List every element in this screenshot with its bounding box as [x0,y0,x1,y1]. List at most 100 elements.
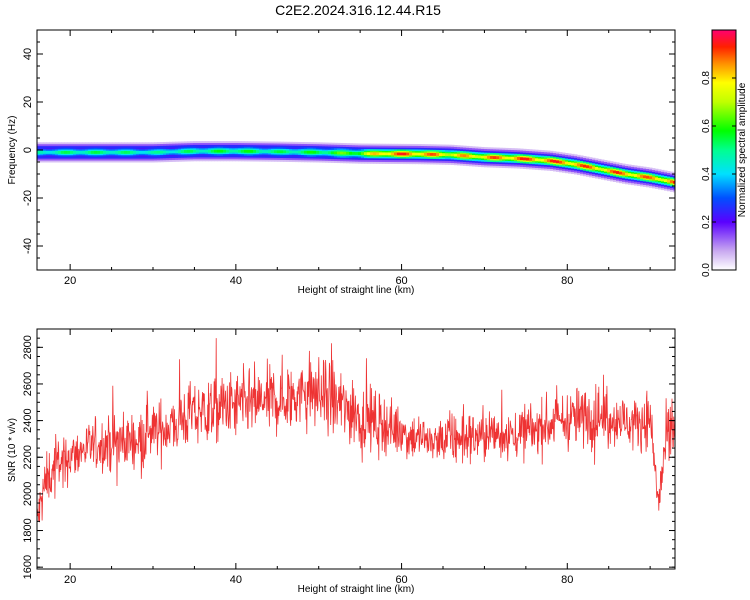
heatmap-cell [493,156,497,160]
snr-series-line [37,338,675,523]
heatmap-cell [445,153,449,157]
heatmap-cell [637,174,641,178]
heatmap-cell [130,150,134,154]
heatmap-cell [235,149,239,153]
colorbar: 0.0 0.2 0.4 0.6 0.8 Normalized spectral ampl… [701,29,748,277]
heatmap-cell [121,150,125,154]
heatmap-cell [91,150,95,154]
heatmap-cell [364,152,368,156]
heatmap-cell [145,150,149,154]
heatmap-cell [574,162,578,166]
heatmap-cell [88,150,92,154]
snr-ytick-label: 1800 [22,518,34,542]
heatmap-cell [190,149,194,153]
heatmap-cell [442,153,446,157]
heatmap-cell [430,152,434,156]
heatmap-cell [670,180,674,184]
heatmap-cell [649,176,653,180]
heatmap-cell [172,150,176,154]
spectrogram-ylabel: Frequency (Hz) [7,116,18,185]
heatmap-cell [346,151,350,155]
snr-frame [36,328,676,570]
heatmap-cell [652,176,656,180]
spectrogram-xtick-label: 80 [561,275,573,287]
snr-xtick-label: 40 [230,574,242,586]
heatmap-cell [262,150,266,153]
heatmap-cell [514,156,518,160]
heatmap-cell [226,149,230,153]
heatmap-cell [604,168,608,172]
heatmap-cell [547,159,551,163]
heatmap-cell [376,152,380,156]
heatmap-cell [214,149,218,153]
heatmap-cell [556,160,560,164]
heatmap-cell [571,162,575,166]
heatmap-cell [268,150,272,154]
heatmap-cell [613,170,617,174]
heatmap-cell [487,155,491,159]
heatmap-cell [175,150,179,154]
heatmap-cell [568,162,572,165]
heatmap-cell [160,150,164,154]
heatmap-cell [559,160,563,164]
heatmap-cell [178,150,182,154]
heatmap-cell [79,150,83,154]
heatmap-cell [184,150,188,153]
heatmap-cell [241,149,245,153]
heatmap-cell [367,152,371,156]
colorbar-tick-label: 0.6 [701,119,712,133]
heatmap-cell [253,149,257,153]
heatmap-cell [439,153,443,157]
heatmap-cell [49,150,53,154]
heatmap-cell [391,152,395,156]
heatmap-cell [274,150,278,154]
heatmap-cell [403,152,407,156]
heatmap-cell [412,152,416,156]
heatmap-cell [325,151,329,155]
snr-panel: 20 40 60 80 1600 1800 2000 2200 2400 2600 2800 Hei… [7,328,676,595]
heatmap-cell [322,151,326,154]
snr-ytick-label: 2800 [22,335,34,359]
heatmap-cell [340,151,344,155]
heatmap-cell [553,159,557,163]
heatmap-cell [448,153,452,157]
heatmap-cell [220,149,224,153]
heatmap-cell [397,152,401,156]
heatmap-cell [205,149,209,153]
colorbar-tick-label: 0.4 [701,167,712,181]
heatmap-cell [331,151,335,155]
heatmap-cell [541,158,545,162]
spectrogram-heatmap [37,141,675,193]
heatmap-cell [358,152,362,156]
heatmap-cell [103,150,107,154]
heatmap-cell [466,154,470,158]
heatmap-cell [280,150,284,154]
heatmap-cell [76,150,80,154]
heatmap-cell [607,169,611,173]
heatmap-cell [61,150,65,154]
heatmap-cell [124,150,128,154]
heatmap-cell [601,168,605,172]
snr-xtick-label: 20 [64,574,76,586]
heatmap-cell [157,150,161,154]
heatmap-cell [46,150,50,154]
snr-ytick-label: 2600 [22,372,34,396]
heatmap-cell [94,150,98,154]
snr-ticks: 20 40 60 80 1600 1800 2000 2200 2400 2600 2800 [22,328,675,586]
heatmap-cell [100,150,104,154]
heatmap-cell [238,149,242,153]
heatmap-cell [169,150,173,154]
heatmap-cell [313,150,317,154]
heatmap-cell [640,174,644,178]
heatmap-cell [610,169,614,173]
snr-plot-area [37,338,675,523]
spectrogram-ytick-label: -40 [22,238,34,254]
heatmap-cell [484,155,488,159]
heatmap-cell [418,152,422,156]
heatmap-cell [622,172,626,176]
heatmap-cell [373,152,377,156]
heatmap-cell [82,150,86,154]
heatmap-cell [232,149,236,153]
heatmap-cell [382,152,386,156]
